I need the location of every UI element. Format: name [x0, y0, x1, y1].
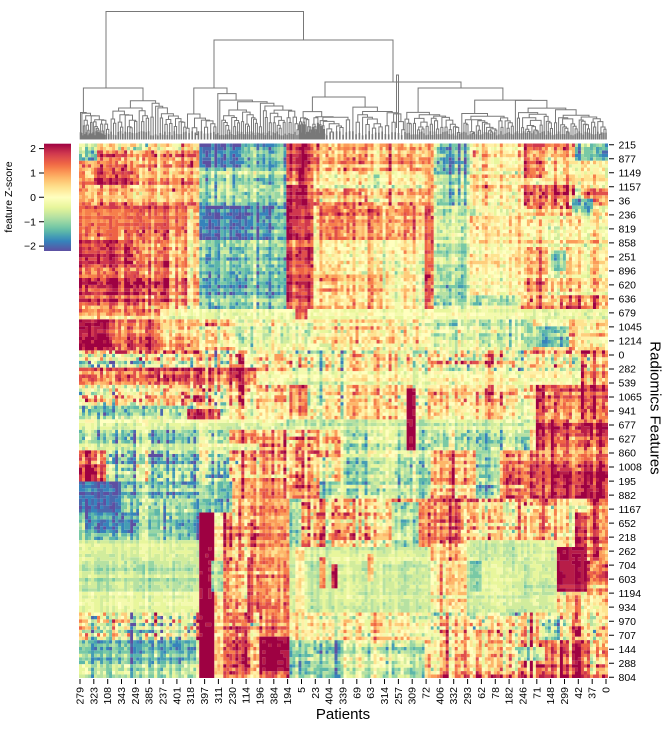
svg-text:−1: −1	[24, 216, 36, 228]
svg-text:0: 0	[30, 192, 36, 204]
svg-text:652: 652	[619, 518, 637, 530]
svg-text:1065: 1065	[619, 392, 643, 404]
svg-text:677: 677	[619, 420, 637, 432]
svg-text:384: 384	[268, 687, 280, 705]
svg-text:230: 230	[227, 687, 239, 705]
svg-text:23: 23	[310, 687, 322, 699]
svg-text:406: 406	[434, 687, 446, 705]
svg-text:42: 42	[573, 687, 585, 699]
svg-text:539: 539	[619, 378, 637, 390]
svg-text:0: 0	[601, 687, 613, 693]
svg-text:2: 2	[30, 143, 36, 155]
svg-text:1149: 1149	[619, 168, 642, 180]
svg-text:218: 218	[619, 532, 637, 544]
svg-text:704: 704	[619, 560, 637, 572]
svg-text:627: 627	[619, 434, 637, 446]
svg-text:78: 78	[490, 687, 502, 699]
svg-text:941: 941	[619, 406, 637, 418]
svg-text:860: 860	[619, 448, 637, 460]
svg-text:36: 36	[619, 196, 631, 208]
svg-text:858: 858	[619, 238, 637, 250]
svg-text:feature Z-score: feature Z-score	[3, 161, 15, 232]
svg-text:196: 196	[254, 687, 266, 705]
svg-text:1194: 1194	[619, 588, 642, 600]
svg-text:257: 257	[393, 687, 405, 705]
svg-text:262: 262	[619, 546, 637, 558]
svg-text:314: 314	[379, 687, 391, 705]
svg-text:Radiomics Features: Radiomics Features	[647, 341, 664, 474]
svg-text:1167: 1167	[619, 504, 642, 516]
svg-text:882: 882	[619, 490, 637, 502]
svg-text:343: 343	[116, 687, 128, 705]
svg-text:896: 896	[619, 266, 637, 278]
svg-text:144: 144	[619, 644, 637, 656]
svg-text:603: 603	[619, 574, 637, 586]
svg-text:1: 1	[30, 168, 36, 180]
svg-text:636: 636	[619, 294, 637, 306]
svg-text:71: 71	[531, 687, 543, 699]
svg-text:288: 288	[619, 658, 637, 670]
svg-text:311: 311	[213, 687, 225, 704]
svg-text:323: 323	[88, 687, 100, 705]
svg-text:236: 236	[619, 210, 637, 222]
svg-text:182: 182	[504, 687, 516, 705]
svg-text:0: 0	[619, 350, 625, 362]
svg-text:679: 679	[619, 308, 637, 320]
svg-text:279: 279	[75, 687, 87, 705]
svg-text:339: 339	[338, 687, 350, 705]
svg-text:332: 332	[448, 687, 460, 705]
svg-text:251: 251	[619, 252, 637, 264]
svg-text:970: 970	[619, 616, 637, 628]
svg-text:401: 401	[171, 687, 183, 705]
svg-text:72: 72	[421, 687, 433, 699]
svg-text:309: 309	[407, 687, 419, 705]
svg-text:194: 194	[282, 687, 294, 705]
svg-text:397: 397	[199, 687, 211, 705]
svg-text:148: 148	[545, 687, 557, 705]
svg-text:5: 5	[296, 687, 308, 693]
svg-text:246: 246	[517, 687, 529, 705]
svg-text:318: 318	[185, 687, 197, 705]
svg-text:63: 63	[365, 687, 377, 699]
svg-text:−2: −2	[24, 241, 36, 253]
svg-text:934: 934	[619, 602, 637, 614]
svg-text:299: 299	[559, 687, 571, 705]
svg-text:282: 282	[619, 364, 637, 376]
svg-text:620: 620	[619, 280, 637, 292]
svg-text:1008: 1008	[619, 462, 643, 474]
svg-text:1214: 1214	[619, 336, 643, 348]
svg-text:249: 249	[130, 687, 142, 705]
svg-text:215: 215	[619, 140, 637, 152]
svg-text:404: 404	[324, 687, 336, 705]
svg-text:69: 69	[351, 687, 363, 699]
svg-text:195: 195	[619, 476, 637, 488]
svg-text:293: 293	[462, 687, 474, 705]
svg-text:237: 237	[158, 687, 170, 705]
svg-text:114: 114	[241, 687, 253, 704]
svg-text:Patients: Patients	[316, 706, 370, 723]
svg-text:62: 62	[476, 687, 488, 699]
svg-text:877: 877	[619, 154, 637, 166]
svg-text:1157: 1157	[619, 182, 642, 194]
svg-text:804: 804	[619, 672, 637, 684]
svg-text:108: 108	[102, 687, 114, 705]
svg-text:819: 819	[619, 224, 637, 236]
svg-text:707: 707	[619, 630, 637, 642]
svg-text:37: 37	[587, 687, 599, 699]
svg-text:385: 385	[144, 687, 156, 705]
svg-text:1045: 1045	[619, 322, 643, 334]
